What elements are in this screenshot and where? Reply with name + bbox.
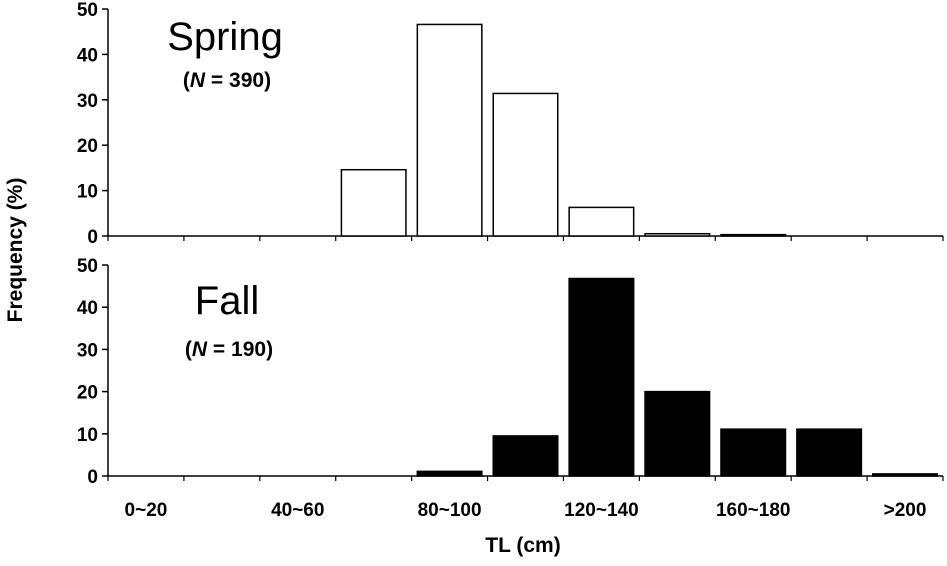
y-tick-label: 30 bbox=[77, 91, 98, 112]
bar-160~180 bbox=[720, 428, 787, 477]
bar-80~100 bbox=[416, 470, 483, 477]
panel-title: Spring bbox=[167, 15, 283, 59]
panel-sample-size: (N = 190) bbox=[185, 338, 273, 361]
y-axis-title: Frequency (%) bbox=[4, 178, 27, 323]
panels-layer: 0 10 20 30 40 50 Spring (N = 390) 0 10 20 30 40 50 Fal… bbox=[77, 0, 944, 488]
x-tick-label: >200 bbox=[884, 500, 927, 521]
bar-140~160 bbox=[644, 390, 711, 477]
y-tick-label: 10 bbox=[77, 182, 98, 203]
y-tick-label: 10 bbox=[77, 425, 98, 446]
y-tick-label: 20 bbox=[77, 136, 98, 157]
x-tick-label: 40~60 bbox=[271, 500, 324, 521]
y-tick-label: 50 bbox=[77, 256, 98, 277]
bar-160~180 bbox=[720, 233, 787, 237]
bar-80~100 bbox=[416, 23, 483, 237]
bar->200 bbox=[872, 473, 939, 477]
bar-140~160 bbox=[644, 232, 711, 237]
y-tick-label: 0 bbox=[87, 227, 98, 248]
x-tick-label: 160~180 bbox=[716, 500, 791, 521]
x-axis-title: TL (cm) bbox=[485, 534, 560, 557]
x-tick-label: 0~20 bbox=[125, 500, 168, 521]
bar-100~120 bbox=[492, 435, 559, 477]
bar-60~80 bbox=[340, 168, 407, 237]
bar-100~120 bbox=[492, 92, 559, 237]
y-tick-label: 0 bbox=[87, 467, 98, 488]
panel-title: Fall bbox=[195, 279, 259, 323]
panel-sample-size: (N = 390) bbox=[183, 69, 271, 92]
bar-180~200 bbox=[796, 428, 863, 477]
y-tick-label: 40 bbox=[77, 298, 98, 319]
y-tick-label: 40 bbox=[77, 45, 98, 66]
panel-fall: 0 10 20 30 40 50 Fall (N = 190) bbox=[77, 256, 944, 488]
y-tick-label: 50 bbox=[77, 0, 98, 21]
panel-spring: 0 10 20 30 40 50 Spring (N = 390) bbox=[77, 0, 944, 248]
x-tick-labels: 0~20 40~60 80~100 120~140 160~180 >200 bbox=[125, 500, 927, 521]
bar-120~140 bbox=[568, 277, 635, 477]
y-tick-label: 30 bbox=[77, 340, 98, 361]
x-tick-label: 80~100 bbox=[418, 500, 482, 521]
bar-120~140 bbox=[568, 206, 635, 237]
x-tick-label: 120~140 bbox=[564, 500, 639, 521]
y-tick-label: 20 bbox=[77, 383, 98, 404]
